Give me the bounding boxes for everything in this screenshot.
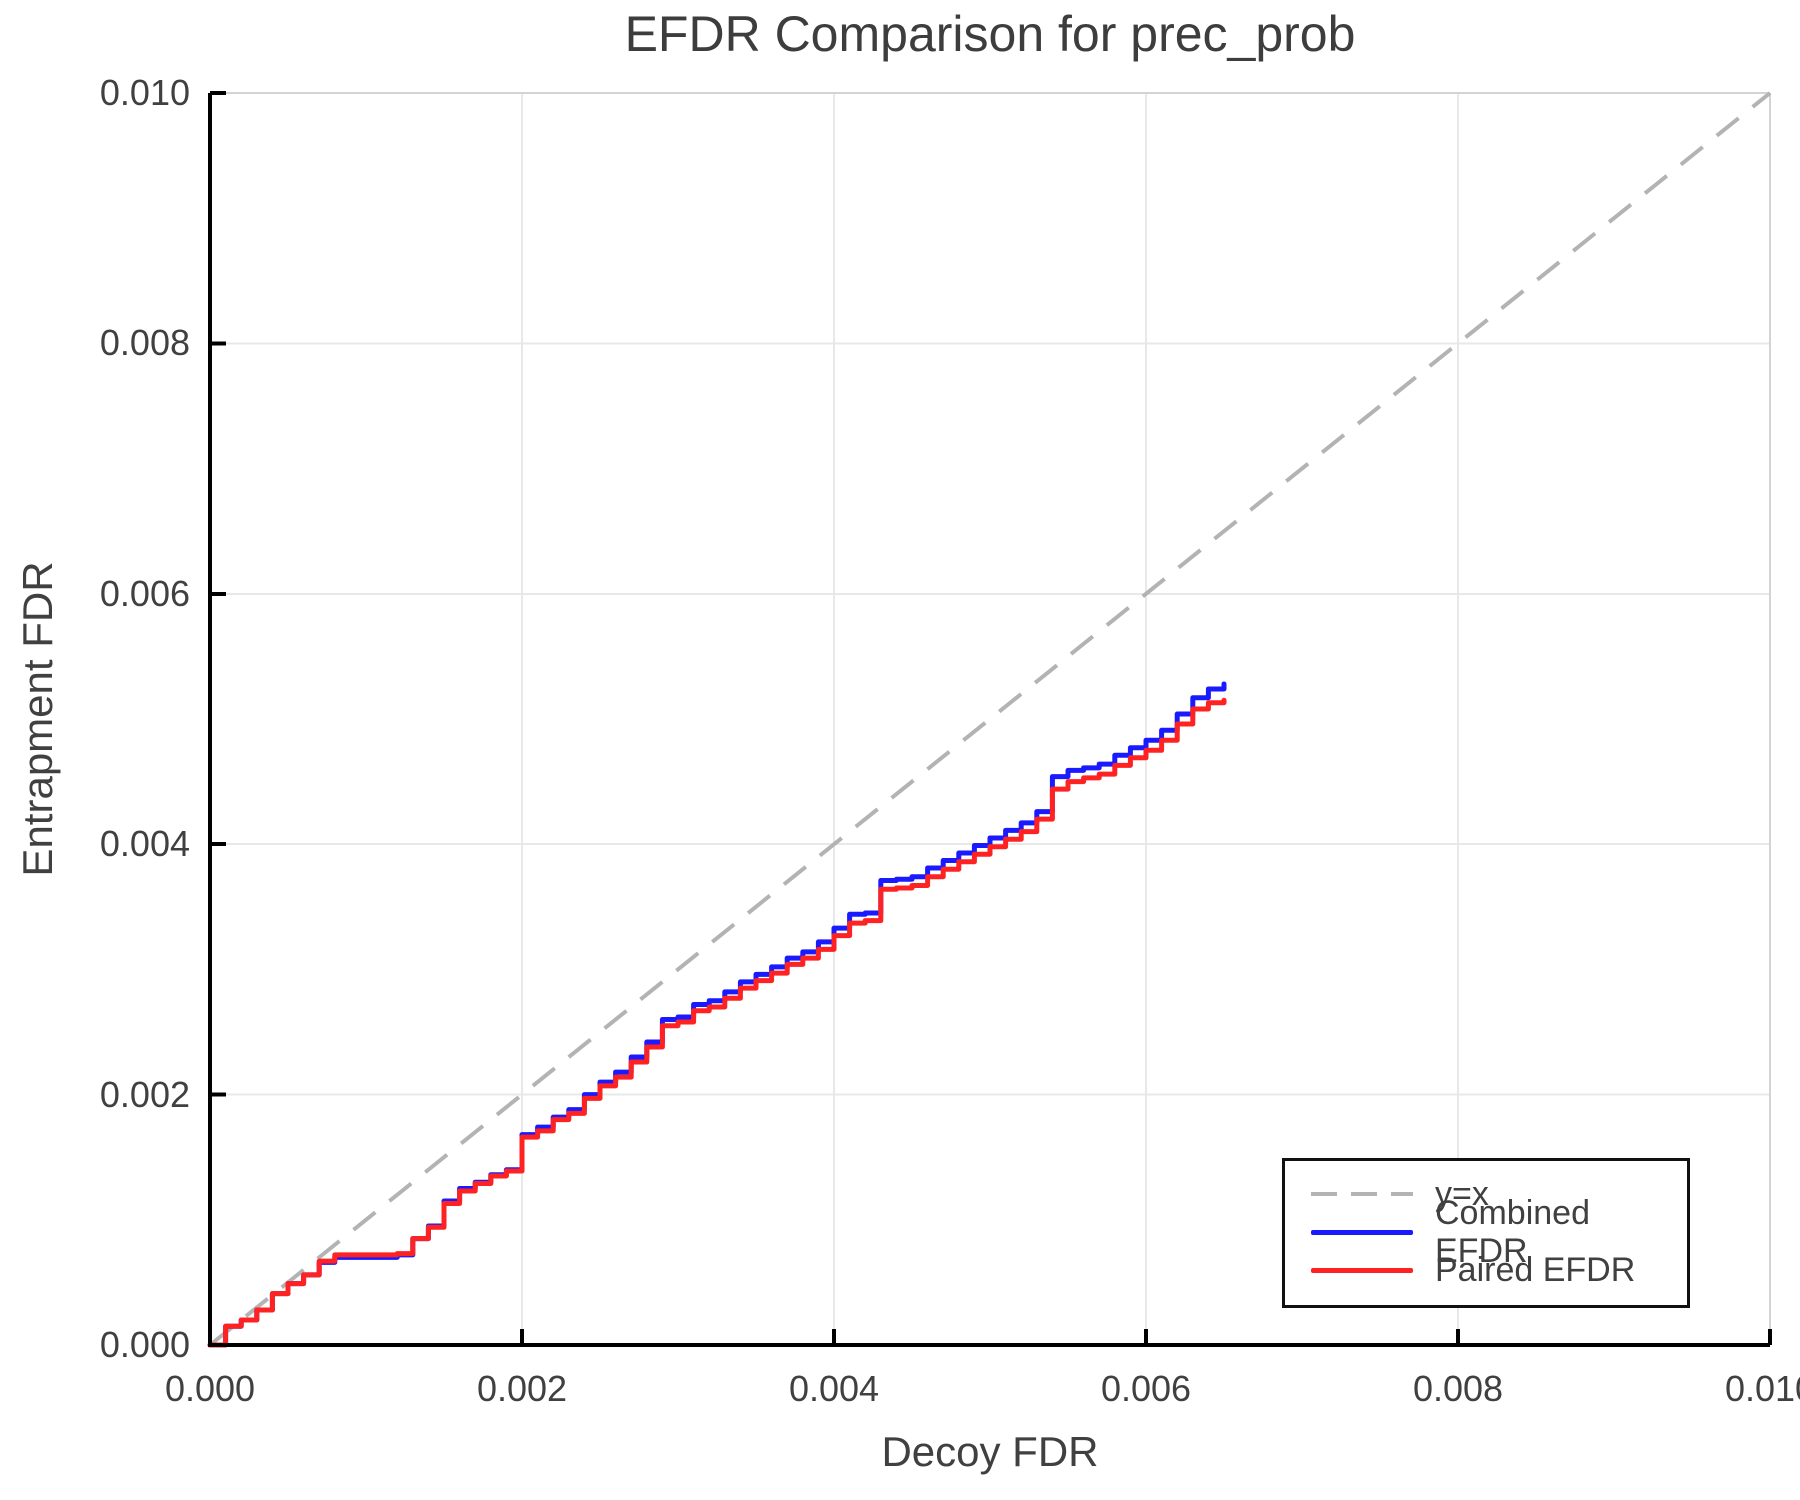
legend: y=x Combined EFDR Paired EFDR bbox=[1282, 1158, 1690, 1308]
legend-combined-line-sample bbox=[1311, 1229, 1413, 1235]
paired-efdr-line bbox=[207, 697, 1227, 1348]
x-tick-label: 0.010 bbox=[1724, 1368, 1800, 1409]
x-axis-label: Decoy FDR bbox=[881, 1428, 1099, 1475]
y-tick-label: 0.004 bbox=[99, 823, 190, 864]
legend-row: y=x bbox=[1285, 1175, 1687, 1213]
x-tick-label: 0.006 bbox=[1100, 1368, 1192, 1409]
x-tick-label: 0.008 bbox=[1412, 1368, 1504, 1409]
legend-row: Paired EFDR bbox=[1285, 1251, 1687, 1289]
legend-row: Combined EFDR bbox=[1285, 1194, 1687, 1270]
x-tick-label: 0.004 bbox=[788, 1368, 880, 1409]
legend-yx-line-sample bbox=[1311, 1192, 1413, 1196]
y-tick-label: 0.010 bbox=[99, 72, 190, 113]
x-tick-label: 0.002 bbox=[476, 1368, 568, 1409]
y-tick-label: 0.000 bbox=[99, 1324, 190, 1365]
chart-title: EFDR Comparison for prec_prob bbox=[624, 6, 1356, 62]
y-tick-label: 0.008 bbox=[99, 322, 190, 363]
y-axis-label: Entrapment FDR bbox=[14, 561, 61, 877]
y-tick-label: 0.002 bbox=[99, 1074, 190, 1115]
legend-label-combined: Combined EFDR bbox=[1435, 1194, 1590, 1270]
x-tick-label: 0.000 bbox=[164, 1368, 256, 1409]
legend-label-yx: y=x bbox=[1435, 1175, 1489, 1213]
y-tick-label: 0.006 bbox=[99, 573, 190, 614]
legend-label-paired: Paired EFDR bbox=[1435, 1251, 1636, 1289]
legend-paired-line-sample bbox=[1311, 1267, 1413, 1273]
